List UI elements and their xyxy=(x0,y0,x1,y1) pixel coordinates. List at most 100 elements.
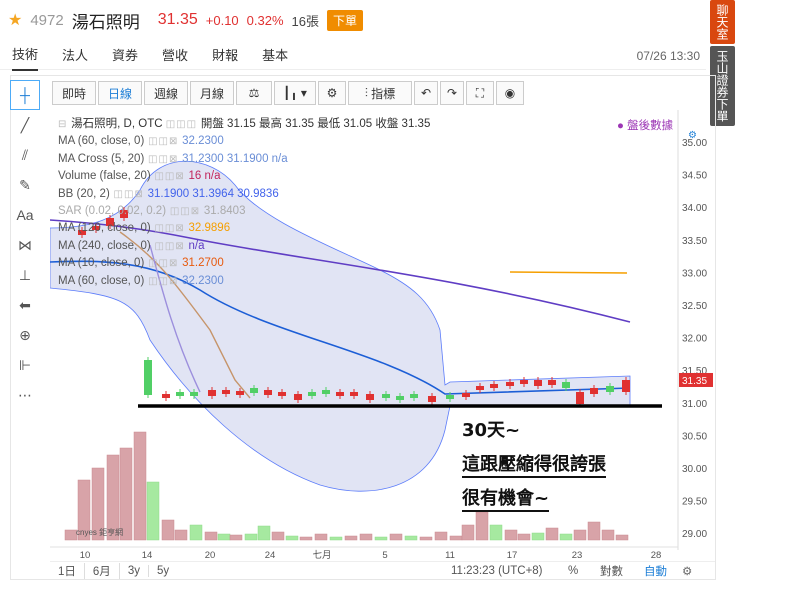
daily-button[interactable]: 日線 xyxy=(98,81,142,105)
candle-body xyxy=(366,394,374,400)
y-tick-label: 31.00 xyxy=(682,399,707,410)
zoom-icon[interactable]: ⊕ xyxy=(19,326,31,343)
legend-settings-icon[interactable]: ◫◫⊠ xyxy=(144,136,183,148)
arrow-left-icon[interactable]: ⬅ xyxy=(19,296,31,313)
legend-values: 32.2300 xyxy=(182,135,224,148)
price-change: +0.10 xyxy=(205,12,239,28)
legend-settings-icon[interactable]: ◫◫⊠ xyxy=(150,171,189,183)
nav-tab-basics[interactable]: 基本 xyxy=(262,48,289,63)
volume-bar xyxy=(489,524,503,541)
pattern-icon[interactable]: ⋈ xyxy=(18,236,32,253)
volume-bar xyxy=(389,533,403,541)
ma-lines xyxy=(50,219,631,399)
volume-bars xyxy=(64,431,629,541)
legend-row: MA Cross (5, 20) ◫◫⊠ 31.2300 31.1900 n/a xyxy=(58,151,430,168)
star-icon[interactable]: ★ xyxy=(8,12,23,29)
current-price-label: 31.35 xyxy=(682,376,707,387)
undo-icon[interactable]: ↶ xyxy=(414,81,438,105)
ma-120-line xyxy=(509,271,628,274)
section-nav: 技術 法人 資券 營收 財報 基本 07/26 13:30 xyxy=(0,38,706,71)
legend-settings-icon[interactable]: ◫◫⊠ xyxy=(144,275,183,287)
x-tick-label: 23 xyxy=(572,550,583,560)
measure-icon[interactable]: ⊥ xyxy=(18,266,32,283)
indicator-icon: ⫶ xyxy=(364,85,372,100)
intraday-button[interactable]: 即時 xyxy=(52,81,96,105)
monthly-button[interactable]: 月線 xyxy=(190,81,234,105)
chatroom-tab[interactable]: 聊天室 xyxy=(710,0,735,44)
indicator-button[interactable]: ⫶ 指標 xyxy=(348,81,412,105)
legend-settings-icon[interactable]: ◫◫⊠ xyxy=(150,240,189,252)
current-price-tag xyxy=(679,372,713,387)
text-tool-icon[interactable]: Aa xyxy=(16,207,34,223)
stock-header: ★ 4972 湯石照明 31.35 +0.10 0.32% 16張 下單 xyxy=(0,0,700,40)
legend-row: MA (60, close, 0) ◫◫⊠ 32.2300 xyxy=(58,273,430,290)
candle-body xyxy=(562,382,570,388)
collapse-icon[interactable]: ⊟ xyxy=(58,119,72,130)
legend-settings-icon[interactable]: ◫◫⊠ xyxy=(144,153,183,165)
candle-body xyxy=(92,226,100,230)
candle-body xyxy=(264,390,272,395)
price-chart[interactable]: 35.00 34.50 34.00 33.50 33.00 32.50 32.00 31.50… xyxy=(50,110,715,560)
candle-body xyxy=(322,390,330,394)
legend-label: Volume (false, 20) xyxy=(58,170,151,183)
broker-order-tab[interactable]: 玉山證券下單 xyxy=(710,46,735,126)
nav-tab-institutional[interactable]: 法人 xyxy=(62,48,89,63)
camera-icon[interactable]: ◉ xyxy=(496,81,524,105)
nav-tab-revenue[interactable]: 營收 xyxy=(162,48,189,63)
volume-bar xyxy=(314,533,328,541)
after-hours-link[interactable]: ● 盤後數據 xyxy=(617,120,674,132)
nav-tab-financials[interactable]: 財報 xyxy=(212,48,239,63)
side-tabs: 聊天室 玉山證券下單 xyxy=(710,0,735,128)
range-1d[interactable]: 1日 xyxy=(50,562,85,579)
weekly-button[interactable]: 週線 xyxy=(144,81,188,105)
brush-icon[interactable]: ✎ xyxy=(19,176,31,193)
trade-button[interactable]: 下單 xyxy=(327,9,364,31)
candle-body xyxy=(576,392,584,404)
volume-bar xyxy=(174,529,188,541)
auto-scale-toggle[interactable]: 自動 xyxy=(644,565,667,578)
percent-toggle[interactable]: % xyxy=(568,564,579,577)
nav-tab-technical[interactable]: 技術 xyxy=(12,38,39,71)
range-5y[interactable]: 5y xyxy=(156,564,170,577)
candle-body xyxy=(534,380,542,386)
candle-body xyxy=(410,394,418,398)
log-toggle[interactable]: 對數 xyxy=(600,565,623,578)
drawing-toolbar: ┼ ╱ ⫽ ✎ Aa ⋈ ⊥ ⬅ ⊕ ⊩ ⋯ xyxy=(10,80,44,410)
candle-body xyxy=(336,392,344,396)
stock-name: 湯石照明 xyxy=(71,12,140,32)
more-icon[interactable]: ⋯ xyxy=(18,386,32,403)
ruler-icon[interactable]: ⊩ xyxy=(18,356,32,373)
fullscreen-icon[interactable]: ⛶ xyxy=(466,81,494,105)
legend-settings-icon[interactable]: ◫◫⊠ xyxy=(166,206,204,218)
volume-bar xyxy=(106,454,120,541)
compare-scale-icon[interactable]: ⚖ xyxy=(236,81,272,105)
crosshair-icon[interactable]: ┼ xyxy=(10,80,40,110)
candle-body xyxy=(144,360,152,395)
chart-settings-icon[interactable]: ⚙ xyxy=(682,565,693,578)
legend-settings-icon[interactable]: ◫◫⊠ xyxy=(150,223,189,235)
candle-type-icon[interactable]: ┃╻ ▾ xyxy=(274,81,316,105)
redo-icon[interactable]: ↷ xyxy=(440,81,464,105)
fib-icon[interactable]: ⫽ xyxy=(21,146,29,163)
trend-line-icon[interactable]: ╱ xyxy=(20,116,30,133)
volume-bar xyxy=(204,531,218,541)
range-6m[interactable]: 6月 xyxy=(85,562,120,579)
volume-bar xyxy=(257,525,271,541)
range-3y[interactable]: 3y xyxy=(120,564,149,577)
nav-tab-margin[interactable]: 資券 xyxy=(112,48,139,63)
legend-settings-icon[interactable]: ◫◫⊠ xyxy=(109,188,148,200)
settings-icon[interactable]: ⚙ xyxy=(318,81,346,105)
volume-bar xyxy=(359,533,373,541)
chart-toolbar: 即時 日線 週線 月線 ⚖ ┃╻ ▾ ⚙ ⫶ 指標 ↶ ↷ ⛶ ◉ xyxy=(52,81,524,107)
candle-body xyxy=(520,380,528,384)
volume-bar xyxy=(229,534,243,541)
legend-settings-icon[interactable]: ◫◫⊠ xyxy=(144,258,183,270)
volume-bar xyxy=(434,531,448,541)
legend-label: MA (60, close, 0) xyxy=(58,274,145,287)
legend-visibility-icon[interactable]: ◫◫◫ xyxy=(165,119,201,130)
x-tick-label: 17 xyxy=(507,550,518,560)
annotation-30-days: 30天~ xyxy=(462,420,521,441)
candle-body xyxy=(308,392,316,396)
candle-body xyxy=(350,392,358,396)
volume-bar xyxy=(161,519,175,541)
